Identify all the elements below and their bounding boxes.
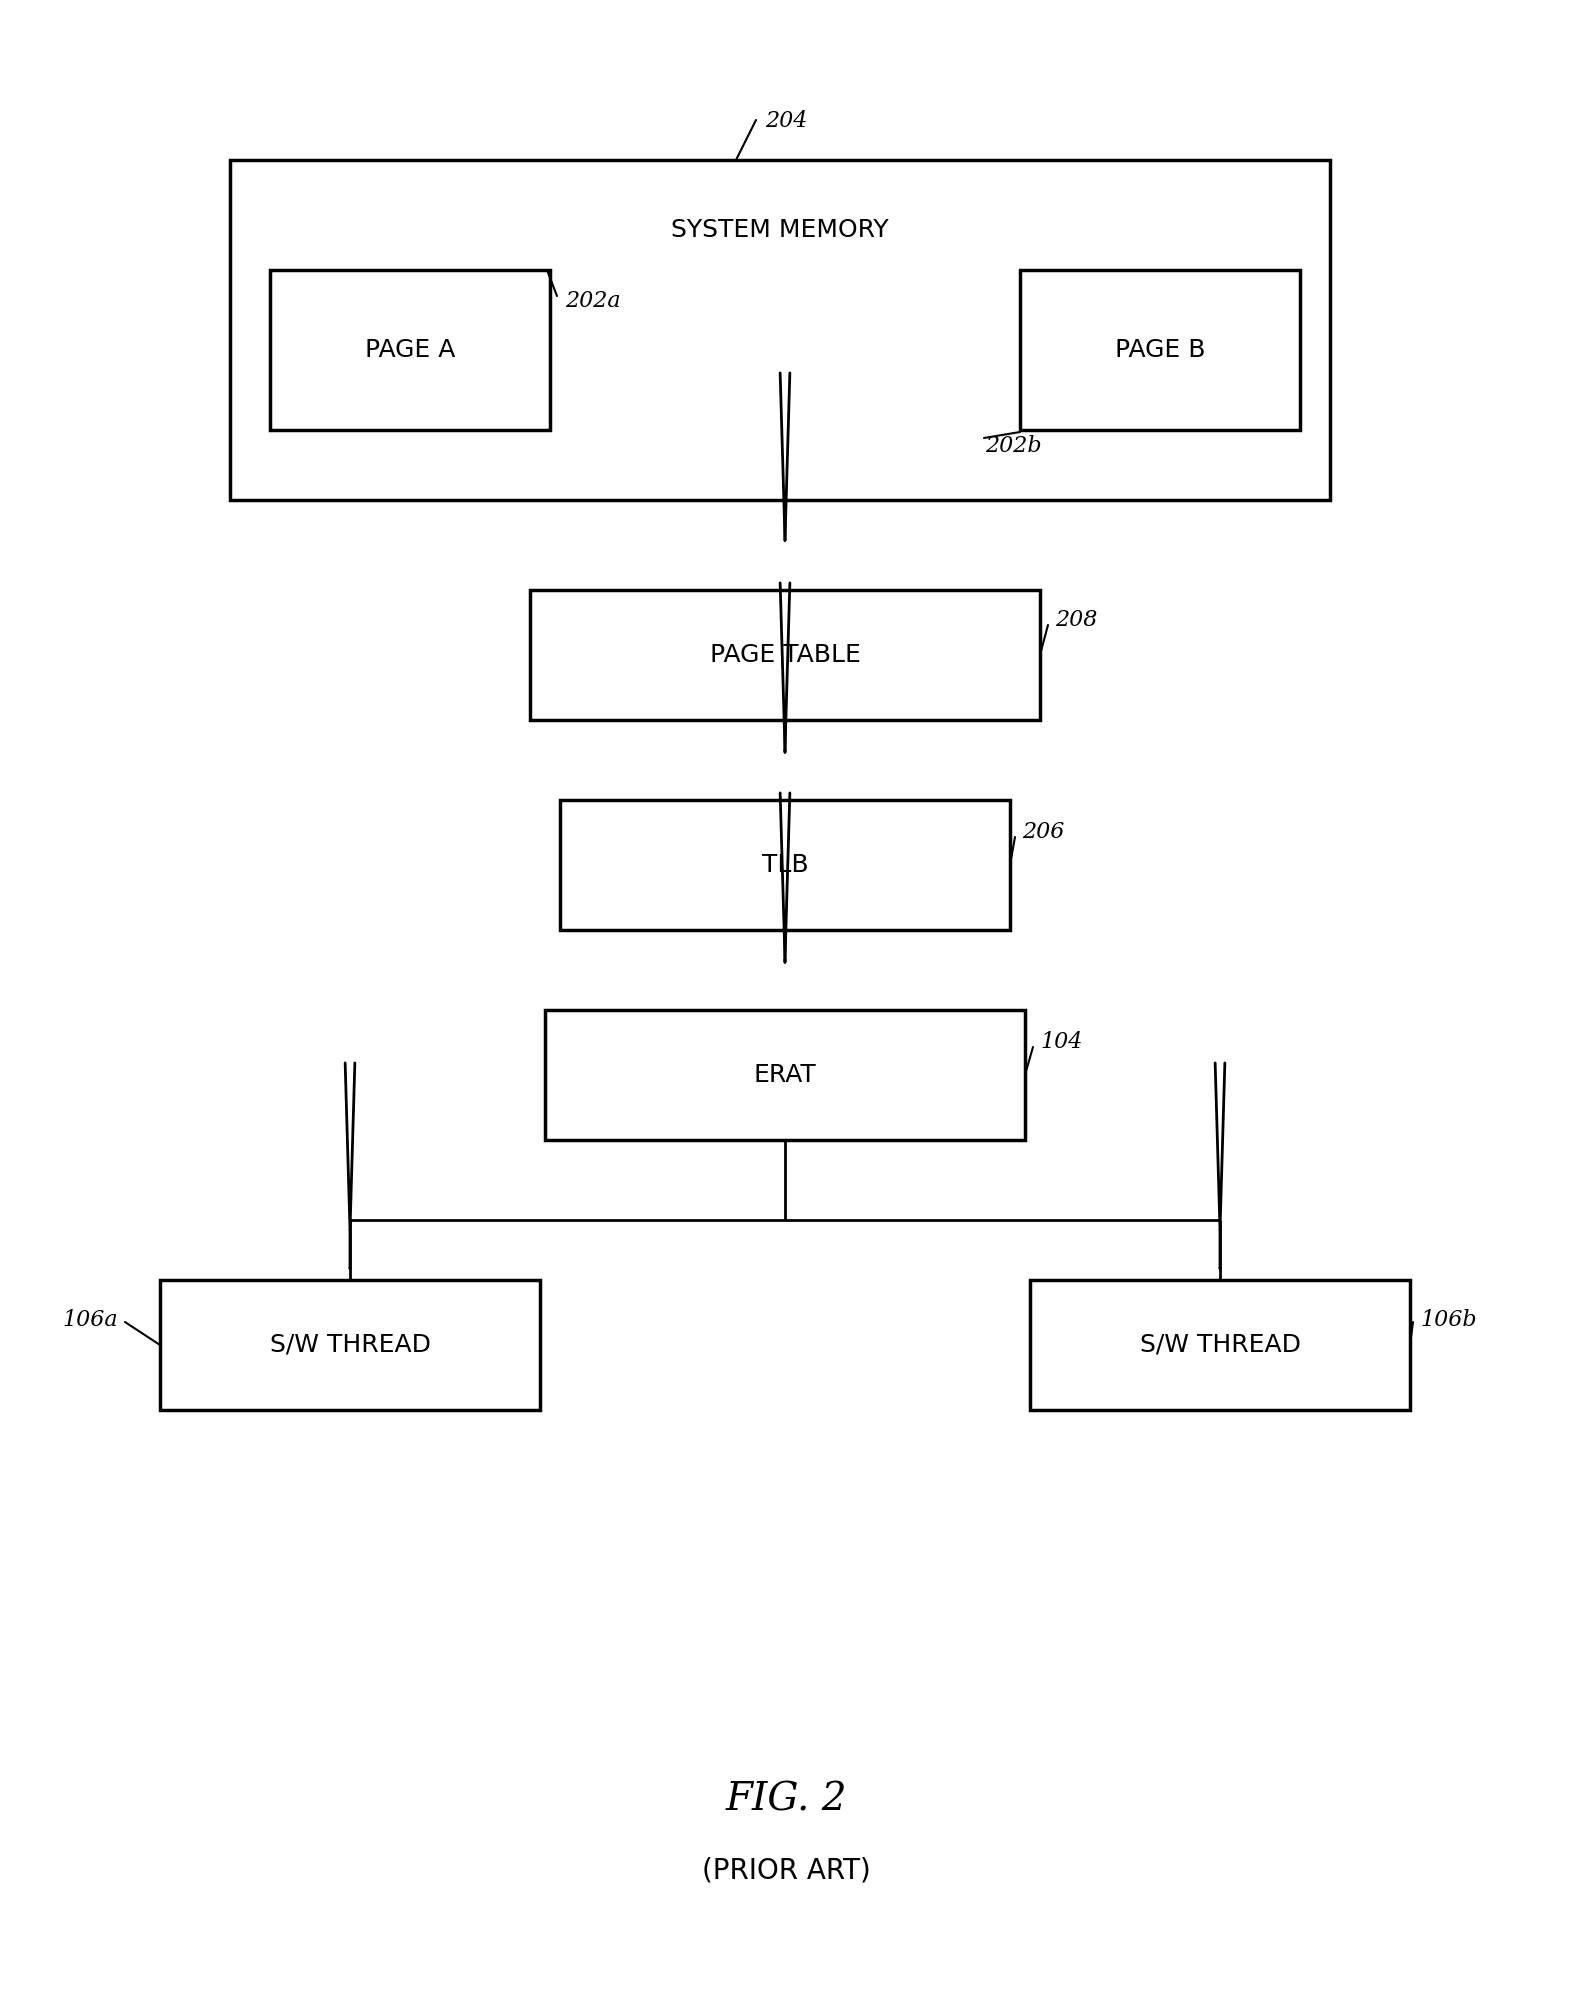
Text: S/W THREAD: S/W THREAD — [269, 1333, 431, 1357]
Bar — [530, 590, 1040, 721]
Bar — [544, 1011, 1026, 1139]
Text: ERAT: ERAT — [753, 1063, 816, 1087]
Bar — [560, 799, 1010, 930]
Text: 206: 206 — [1022, 821, 1065, 843]
Bar — [160, 1280, 540, 1409]
Text: 106a: 106a — [63, 1308, 118, 1331]
Text: 208: 208 — [1055, 610, 1098, 630]
Text: TLB: TLB — [761, 854, 809, 878]
Text: 202a: 202a — [565, 290, 621, 312]
Text: 106b: 106b — [1420, 1308, 1477, 1331]
Bar — [271, 270, 551, 431]
Bar — [230, 159, 1331, 499]
Bar — [1019, 270, 1299, 431]
Text: (PRIOR ART): (PRIOR ART) — [702, 1856, 871, 1884]
Text: 204: 204 — [764, 111, 807, 133]
Text: S/W THREAD: S/W THREAD — [1139, 1333, 1301, 1357]
Text: PAGE A: PAGE A — [365, 338, 455, 362]
Text: 202b: 202b — [985, 435, 1041, 457]
Text: 104: 104 — [1040, 1031, 1082, 1053]
Bar — [1030, 1280, 1409, 1409]
Text: FIG. 2: FIG. 2 — [725, 1782, 848, 1818]
Text: PAGE TABLE: PAGE TABLE — [709, 642, 860, 666]
Text: PAGE B: PAGE B — [1115, 338, 1205, 362]
Text: SYSTEM MEMORY: SYSTEM MEMORY — [672, 217, 889, 242]
